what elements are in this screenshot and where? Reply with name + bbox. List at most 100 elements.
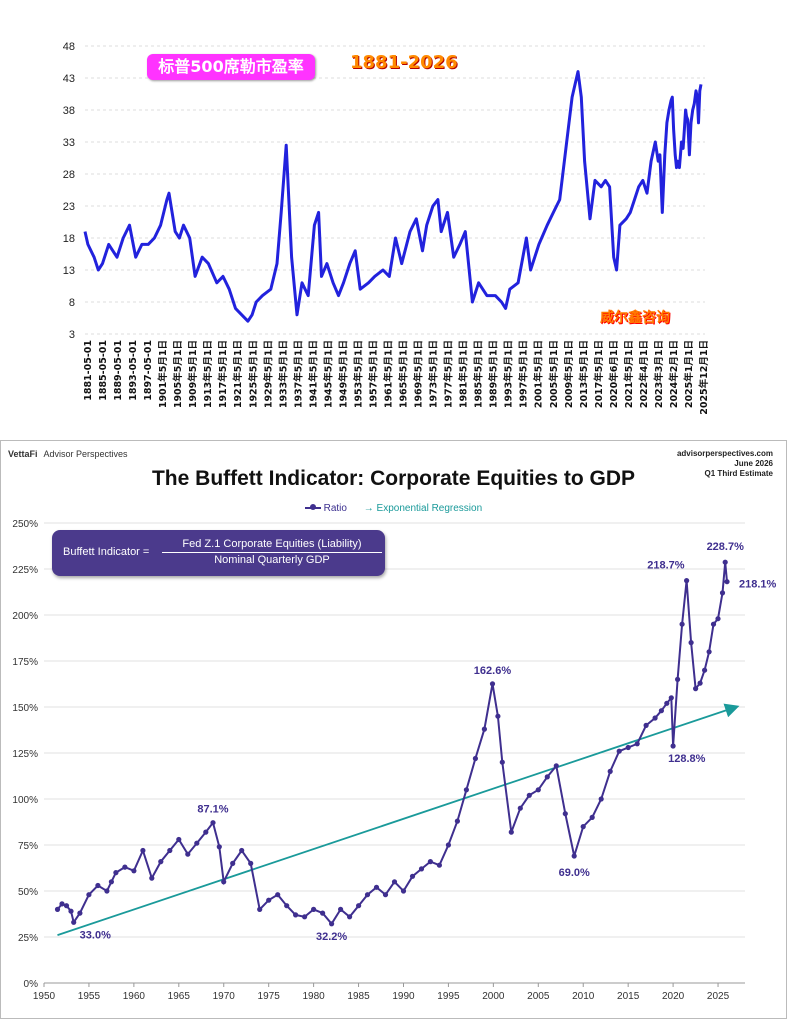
ratio-point xyxy=(535,787,541,793)
pe-x-tick-label: 1953年5月1日 xyxy=(352,340,364,408)
ratio-point xyxy=(95,882,101,889)
ratio-point xyxy=(664,700,670,706)
ratio-point xyxy=(356,903,362,909)
ratio-point xyxy=(311,906,317,912)
buffett-x-tick-label: 2000 xyxy=(482,991,505,1002)
buffett-y-tick-label: 225% xyxy=(12,565,38,576)
pe-y-tick-label: 43 xyxy=(63,73,75,85)
ratio-point xyxy=(697,680,703,686)
ratio-point xyxy=(216,844,222,850)
ratio-point xyxy=(203,829,209,835)
pe-x-tick-label: 2023年3月1日 xyxy=(653,340,665,408)
buffett-x-tick-label: 1980 xyxy=(302,991,325,1002)
formula-numerator: Fed Z.1 Corporate Equities (Liability) xyxy=(162,538,382,553)
pe-x-tick-label: 2001年5月1日 xyxy=(533,340,545,408)
ratio-point xyxy=(598,796,604,802)
ratio-point xyxy=(454,818,460,824)
buffett-x-tick-label: 2015 xyxy=(617,991,640,1002)
ratio-point xyxy=(266,897,272,903)
ratio-point xyxy=(347,914,353,920)
buffett-y-tick-label: 25% xyxy=(18,933,38,944)
pe-x-tick-label: 1913年5月1日 xyxy=(202,340,214,408)
ratio-point xyxy=(706,649,712,655)
ratio-point xyxy=(580,824,586,830)
ratio-point xyxy=(495,713,501,719)
pe-x-tick-label: 1925年5月1日 xyxy=(247,340,259,408)
ratio-point xyxy=(472,755,478,762)
ratio-point xyxy=(131,868,137,874)
pe-x-tick-label: 2009年5月1日 xyxy=(563,340,575,408)
ratio-point xyxy=(625,744,631,751)
ratio-point xyxy=(526,792,532,798)
ratio-point xyxy=(693,686,699,692)
ratio-point xyxy=(257,906,263,912)
ratio-point xyxy=(719,590,726,596)
buffett-indicator-chart: 0%25%50%75%100%125%150%175%200%225%250% … xyxy=(12,519,777,1002)
pe-x-tick-label: 1917年5月1日 xyxy=(217,340,229,408)
pe-y-tick-label: 28 xyxy=(63,169,75,181)
buffett-x-axis: 1950 1955 1960 1965 1970 1975 1980 1985 1990 1995… xyxy=(33,983,730,1002)
ratio-point xyxy=(391,879,398,885)
buffett-x-tick-label: 2010 xyxy=(572,991,595,1002)
ratio-point xyxy=(553,763,559,769)
ratio-point xyxy=(668,695,674,701)
ratio-point xyxy=(230,860,236,866)
ratio-point xyxy=(221,879,227,885)
ratio-point xyxy=(54,906,61,912)
ratio-point xyxy=(684,578,690,584)
pe-x-tick-label: 1933年5月1日 xyxy=(277,340,289,408)
pe-x-tick-label: 1973年5月1日 xyxy=(428,340,440,408)
pe-x-tick-label: 1929年5月1日 xyxy=(262,340,274,408)
watermark-label: 威尔鑫咨询 xyxy=(600,310,670,326)
pe-x-tick-label: 1897-05-01 xyxy=(143,340,154,401)
pe-x-tick-label: 2022年4月1日 xyxy=(638,340,650,408)
peak-annotation-label: 218.1% xyxy=(739,579,777,591)
ratio-point xyxy=(320,910,326,916)
pe-y-tick-label: 33 xyxy=(63,137,75,149)
pe-x-tick-label: 2021年5月1日 xyxy=(623,340,635,408)
buffett-grid xyxy=(44,522,745,984)
pe-x-tick-label: 1889-05-01 xyxy=(113,340,124,401)
ratio-point xyxy=(140,847,146,854)
pe-x-tick-label: 1893-05-01 xyxy=(128,340,139,401)
pe-x-axis: 1881-05-01 1885-05-01 1889-05-01 1893-05-01… xyxy=(83,340,710,415)
ratio-point xyxy=(679,621,685,627)
buffett-legend: Ratio → Exponential Regression xyxy=(0,503,787,514)
buffett-x-tick-label: 1990 xyxy=(392,991,415,1002)
ratio-point xyxy=(634,741,640,747)
ratio-point xyxy=(167,847,173,854)
pe-x-tick-label: 1909年5月1日 xyxy=(187,340,199,408)
ratio-point xyxy=(149,875,155,881)
buffett-x-tick-label: 2005 xyxy=(527,991,550,1002)
pe-x-tick-label: 1937年5月1日 xyxy=(292,340,304,408)
ratio-point xyxy=(86,892,92,898)
pe-x-tick-label: 1921年5月1日 xyxy=(232,340,244,408)
pe-ratio-line xyxy=(83,70,703,323)
pe-x-tick-label: 1957年5月1日 xyxy=(367,340,379,408)
buffett-x-tick-label: 1975 xyxy=(258,991,281,1002)
pe-grid xyxy=(85,45,705,335)
pe-x-tick-label: 1961年5月1日 xyxy=(382,340,394,408)
ratio-point xyxy=(589,814,595,820)
buffett-y-tick-label: 75% xyxy=(18,841,38,852)
peak-annotation-label: 87.1% xyxy=(197,804,228,816)
ratio-point xyxy=(675,676,681,682)
buffett-y-tick-label: 175% xyxy=(12,657,38,668)
formula-denominator: Nominal Quarterly GDP xyxy=(214,554,330,566)
ratio-point xyxy=(382,892,389,898)
ratio-point xyxy=(329,921,335,927)
ratio-point xyxy=(436,862,442,868)
ratio-point xyxy=(463,787,469,793)
ratio-point xyxy=(108,879,114,885)
ratio-point xyxy=(68,908,74,914)
pe-x-tick-label: 1993年5月1日 xyxy=(503,340,515,408)
legend-regression: Exponential Regression xyxy=(376,503,483,514)
buffett-x-tick-label: 1960 xyxy=(123,991,146,1002)
ratio-point xyxy=(571,853,577,859)
pe-y-tick-label: 38 xyxy=(63,105,75,117)
pe-x-tick-label: 1981年5月1日 xyxy=(458,340,470,408)
ratio-point xyxy=(293,912,299,918)
ratio-point xyxy=(715,616,721,622)
pe-x-tick-label: 1989年5月1日 xyxy=(488,340,500,408)
